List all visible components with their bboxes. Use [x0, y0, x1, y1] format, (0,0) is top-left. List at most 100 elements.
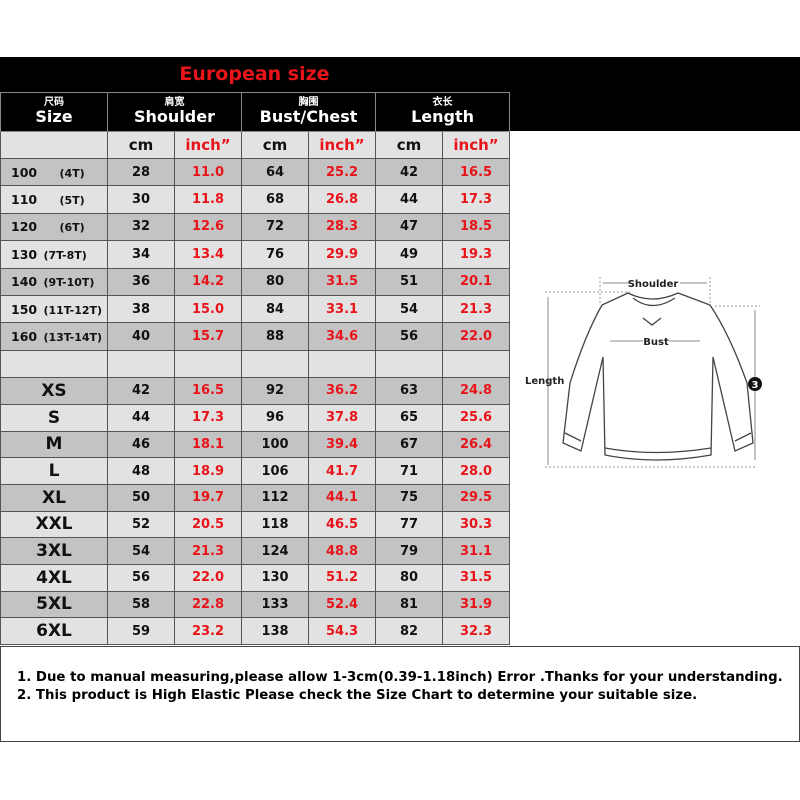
cm-cell: 54	[375, 294, 444, 324]
cm-cell: 34	[107, 240, 175, 269]
cm-cell: 56	[107, 563, 175, 592]
size-age: (4T)	[59, 166, 85, 180]
inch-cell	[173, 349, 243, 379]
size-cell: S	[0, 403, 108, 432]
cm-cell	[375, 349, 444, 379]
size-cell: 130 (7T-8T)	[0, 240, 108, 269]
cm-cell: 46	[107, 430, 175, 459]
inch-cell: 51.2	[308, 563, 377, 592]
inch-cell: 14.2	[173, 267, 243, 296]
inch-cell: 16.5	[442, 157, 511, 187]
inch-cell: 19.7	[173, 483, 243, 512]
inch-cell: 11.0	[173, 157, 243, 187]
sleeve-marker-icon	[748, 377, 762, 391]
unit-cm: cm	[107, 131, 175, 159]
cm-cell: 64	[241, 157, 310, 187]
inch-cell: 29.5	[442, 483, 511, 512]
units-blank	[0, 131, 108, 159]
cm-cell: 75	[375, 483, 444, 512]
cm-cell: 133	[241, 590, 310, 619]
size-cell: XXL	[0, 510, 108, 539]
inch-cell	[442, 349, 511, 379]
length-label: Length	[525, 376, 564, 387]
size-cell: 140 (9T-10T)	[0, 267, 108, 296]
cm-cell: 77	[375, 510, 444, 539]
cm-cell: 96	[241, 403, 310, 432]
cm-cell: 48	[107, 457, 175, 485]
size-number: 140	[11, 274, 38, 290]
inch-cell: 21.3	[442, 294, 511, 324]
size-age: (5T)	[59, 194, 85, 208]
inch-cell: 18.5	[442, 212, 511, 242]
inch-cell: 52.4	[308, 590, 377, 619]
size-age: (9T-10T)	[43, 276, 95, 290]
inch-cell: 22.0	[173, 563, 243, 592]
size-age: (11T-12T)	[43, 303, 103, 317]
inch-cell: 41.7	[308, 457, 377, 485]
cm-cell: 71	[375, 457, 444, 485]
cm-cell: 79	[375, 537, 444, 565]
note-1: 1. Due to manual measuring,please allow …	[17, 670, 783, 685]
inch-cell: 13.4	[173, 240, 243, 269]
cm-cell: 118	[241, 510, 310, 539]
table-row: 3XL 54 21.3 124 48.8 79 31.1	[0, 537, 511, 565]
inch-cell: 28.0	[442, 457, 511, 485]
cm-cell: 47	[375, 212, 444, 242]
inch-cell: 18.9	[173, 457, 243, 485]
table-row: 150 (11T-12T) 38 15.0 84 33.1 54 21.3	[0, 294, 511, 324]
inch-cell: 22.8	[173, 590, 243, 619]
table-row: XS 42 16.5 92 36.2 63 24.8	[0, 377, 511, 405]
inch-cell: 11.8	[173, 185, 243, 214]
cm-cell: 28	[107, 157, 175, 187]
shoulder-label: Shoulder	[628, 279, 679, 290]
size-number: 160	[11, 329, 38, 345]
size-cell: 120 (6T)	[0, 212, 108, 242]
unit-cm: cm	[241, 131, 310, 159]
table-row: 130 (7T-8T) 34 13.4 76 29.9 49 19.3	[0, 240, 511, 269]
cm-cell: 52	[107, 510, 175, 539]
inch-cell: 48.8	[308, 537, 377, 565]
size-age: (7T-8T)	[43, 248, 87, 262]
unit-inch: inch”	[308, 131, 377, 159]
cm-cell: 32	[107, 212, 175, 242]
cm-cell: 58	[107, 590, 175, 619]
inch-cell: 29.9	[308, 240, 377, 269]
table-row: 140 (9T-10T) 36 14.2 80 31.5 51 20.1	[0, 267, 511, 296]
cm-cell: 54	[107, 537, 175, 565]
size-cell: M	[0, 430, 108, 459]
inch-cell: 26.4	[442, 430, 511, 459]
unit-cm: cm	[375, 131, 444, 159]
size-cell: 110 (5T)	[0, 185, 108, 214]
cm-cell: 40	[107, 322, 175, 351]
cm-cell: 106	[241, 457, 310, 485]
cm-cell: 124	[241, 537, 310, 565]
note-2: 2. This product is High Elastic Please c…	[17, 688, 698, 703]
table-row: 5XL 58 22.8 133 52.4 81 31.9	[0, 590, 511, 619]
cm-cell: 42	[107, 377, 175, 405]
inch-cell: 24.8	[442, 377, 511, 405]
inch-cell: 23.2	[173, 617, 243, 645]
inch-cell: 54.3	[308, 617, 377, 645]
inch-cell: 28.3	[308, 212, 377, 242]
table-row: XL 50 19.7 112 44.1 75 29.5	[0, 483, 511, 512]
inch-cell: 37.8	[308, 403, 377, 432]
size-number: 150	[11, 301, 38, 317]
cm-cell: 88	[241, 322, 310, 351]
cm-cell: 68	[241, 185, 310, 214]
inch-cell: 20.1	[442, 267, 511, 296]
inch-cell: 20.5	[173, 510, 243, 539]
cm-cell: 130	[241, 563, 310, 592]
header-row: 尺码 Size 肩宽 Shoulder 胸围 Bust/Chest 衣长 Length	[0, 92, 511, 132]
units-row: cm inch” cm inch” cm inch”	[0, 131, 511, 159]
header-shoulder: 肩宽 Shoulder	[106, 92, 243, 132]
chart-title: European size	[179, 63, 330, 85]
inch-cell: 32.3	[442, 617, 511, 645]
cm-cell: 80	[375, 563, 444, 592]
inch-cell: 36.2	[308, 377, 377, 405]
size-number: 130	[11, 246, 38, 262]
cm-cell	[107, 349, 175, 379]
table-row: 110 (5T) 30 11.8 68 26.8 44 17.3	[0, 185, 511, 214]
size-age: (13T-14T)	[43, 331, 103, 345]
header-size: 尺码 Size	[0, 92, 108, 132]
inch-cell: 17.3	[173, 403, 243, 432]
